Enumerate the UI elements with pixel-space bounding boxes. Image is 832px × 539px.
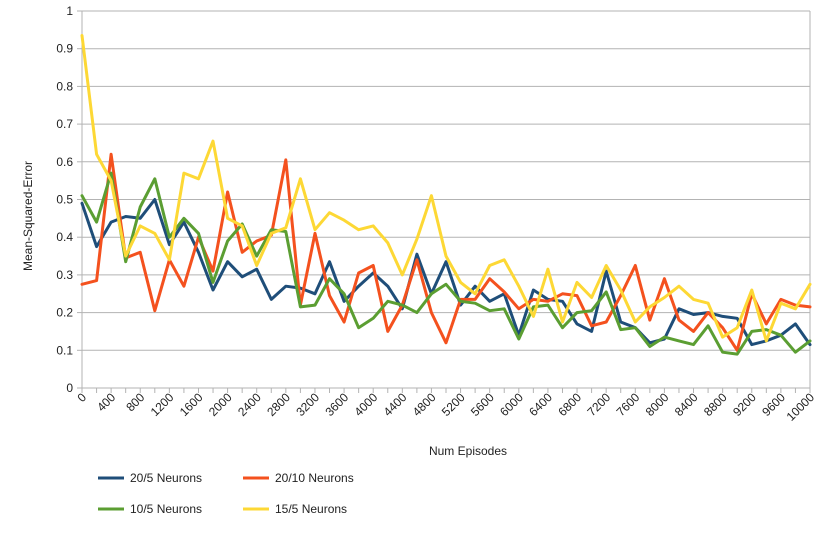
legend: 20/5 Neurons 20/10 Neurons 10/5 Neurons 15/… — [98, 471, 354, 516]
x-tick-label: 5600 — [468, 390, 497, 419]
x-tick-label: 5200 — [439, 390, 468, 419]
x-tick-label: 6800 — [555, 390, 584, 419]
y-tick-label: 0.9 — [56, 42, 73, 56]
gridlines — [77, 10, 811, 389]
y-tick-label: 0.1 — [56, 343, 73, 357]
x-tick-label: 8800 — [701, 390, 730, 419]
x-tick-label: 9200 — [730, 390, 759, 419]
x-tick-label: 2400 — [235, 390, 264, 419]
y-tick-label: 0.5 — [56, 193, 73, 207]
y-tick-label: 0.4 — [56, 230, 73, 244]
legend-label: 20/5 Neurons — [130, 471, 202, 485]
legend-label: 15/5 Neurons — [275, 502, 347, 516]
legend-label: 20/10 Neurons — [275, 471, 354, 485]
series-lines — [80, 34, 812, 356]
x-tick-label: 10000 — [784, 390, 818, 424]
legend-entry: 10/5 Neurons — [98, 502, 202, 516]
y-tick-label: 0.3 — [56, 268, 73, 282]
legend-entry: 20/10 Neurons — [243, 471, 354, 485]
y-tick-label: 0.2 — [56, 306, 73, 320]
x-tick-label: 2800 — [264, 390, 293, 419]
y-tick-label: 0.7 — [56, 117, 73, 131]
x-tick-label: 4400 — [381, 390, 410, 419]
y-tick-label: 0 — [66, 381, 73, 395]
x-axis-title: Num Episodes — [429, 444, 507, 458]
x-tick-label: 1200 — [148, 390, 177, 419]
series-line-20-5-neurons — [80, 198, 812, 347]
x-tick-label: 6000 — [497, 390, 526, 419]
x-tick-label: 7600 — [614, 390, 643, 419]
series-line-15-5-neurons — [80, 34, 812, 343]
y-tick-label: 1 — [66, 4, 73, 18]
y-axis-ticks: 0 0.1 0.2 0.3 0.4 0.5 0.6 0.7 0.8 0.9 1 — [56, 4, 73, 395]
x-tick-label: 4000 — [352, 390, 381, 419]
x-tick-label: 2000 — [206, 390, 235, 419]
x-tick-label: 3600 — [322, 390, 351, 419]
x-tick-label: 7200 — [584, 390, 613, 419]
x-axis-ticks: 0 400 800 1200 1600 2000 2400 2800 3200 3600 4000 4… — [74, 388, 817, 424]
legend-label: 10/5 Neurons — [130, 502, 202, 516]
legend-entry: 15/5 Neurons — [243, 502, 347, 516]
y-tick-label: 0.8 — [56, 79, 73, 93]
x-tick-label: 4800 — [410, 390, 439, 419]
x-tick-label: 800 — [123, 390, 147, 414]
x-tick-label: 8000 — [643, 390, 672, 419]
x-tick-label: 6400 — [526, 390, 555, 419]
x-tick-label: 8400 — [672, 390, 701, 419]
x-tick-label: 1600 — [177, 390, 206, 419]
y-tick-label: 0.6 — [56, 155, 73, 169]
y-axis-title: Mean-Squared-Error — [21, 161, 35, 271]
series-line-10-5-neurons — [80, 171, 812, 356]
x-tick-label: 3200 — [293, 390, 322, 419]
legend-entry: 20/5 Neurons — [98, 471, 202, 485]
x-tick-label: 400 — [94, 390, 118, 414]
